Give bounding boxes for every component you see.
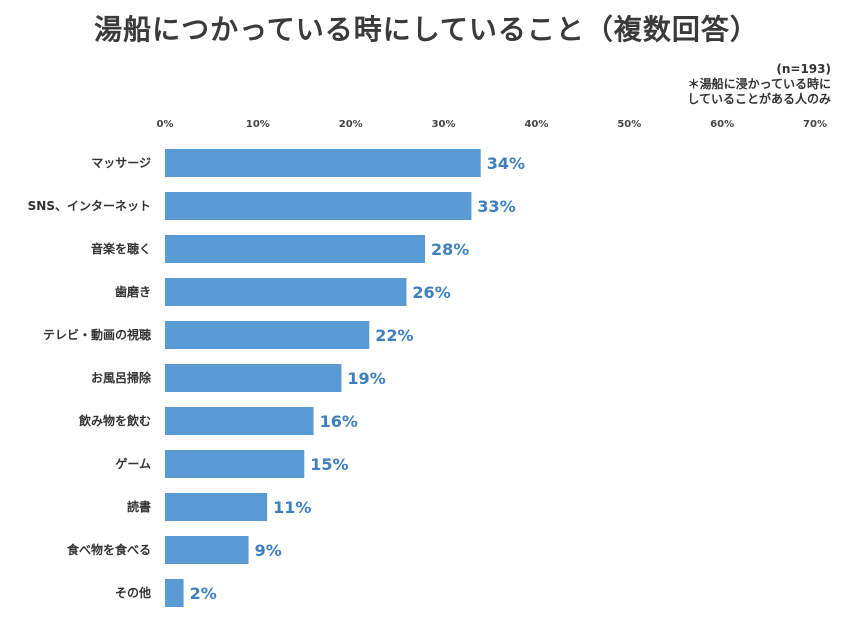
x-tick-label: 50% (617, 119, 641, 130)
data-label: 15% (310, 455, 348, 474)
sample-size: (n=193) (776, 62, 831, 76)
data-label: 11% (273, 498, 311, 517)
data-label: 9% (255, 541, 282, 560)
x-tick-label: 30% (432, 119, 456, 130)
bar (165, 149, 481, 177)
category-label: その他 (115, 585, 151, 600)
category-label: 食べ物を食べる (66, 542, 151, 557)
category-label: テレビ・動画の視聴 (43, 327, 151, 342)
bar (165, 192, 472, 220)
data-label: 16% (320, 412, 358, 431)
category-label: 音楽を聴く (91, 241, 151, 256)
note-line-1: ＊湯船に浸かっている時に (687, 77, 831, 91)
category-label: マッサージ (91, 156, 151, 170)
bar (165, 579, 184, 607)
category-label: 読書 (127, 499, 151, 514)
category-label: ゲーム (115, 456, 151, 471)
data-label: 26% (412, 283, 450, 302)
data-label: 2% (190, 584, 217, 603)
bar (165, 450, 305, 478)
bar (165, 536, 249, 564)
data-label: 19% (347, 369, 385, 388)
bar (165, 235, 425, 263)
x-tick-label: 0% (157, 119, 174, 130)
x-tick-label: 70% (803, 119, 827, 130)
note-line-2: していることがある人のみ (687, 92, 831, 106)
bar (165, 321, 370, 349)
category-label: 歯磨き (115, 284, 151, 299)
bar (165, 278, 407, 306)
data-label: 34% (487, 154, 525, 173)
x-tick-label: 10% (246, 119, 270, 130)
sample-note: (n=193) ＊湯船に浸かっている時に していることがある人のみ (687, 62, 831, 107)
data-label: 22% (375, 326, 413, 345)
data-label: 33% (477, 197, 515, 216)
x-tick-label: 60% (710, 119, 734, 130)
bars: マッサージ 34% SNS、インターネット 33% 音楽を聴く 28% 歯磨き 26% テレビ・… (28, 149, 525, 607)
bar (165, 493, 268, 521)
data-label: 28% (431, 240, 469, 259)
category-label: 飲み物を飲む (78, 413, 151, 428)
bar (165, 364, 342, 392)
chart-title: 湯船につかっている時にしていること（複数回答） (94, 13, 759, 46)
x-tick-label: 20% (339, 119, 363, 130)
category-label: SNS、インターネット (28, 199, 151, 213)
bar (165, 407, 314, 435)
x-tick-label: 40% (524, 119, 548, 130)
x-axis-ticks: 0% 10% 20% 30% 40% 50% 60% 70% (157, 119, 827, 130)
category-label: お風呂掃除 (91, 370, 152, 385)
